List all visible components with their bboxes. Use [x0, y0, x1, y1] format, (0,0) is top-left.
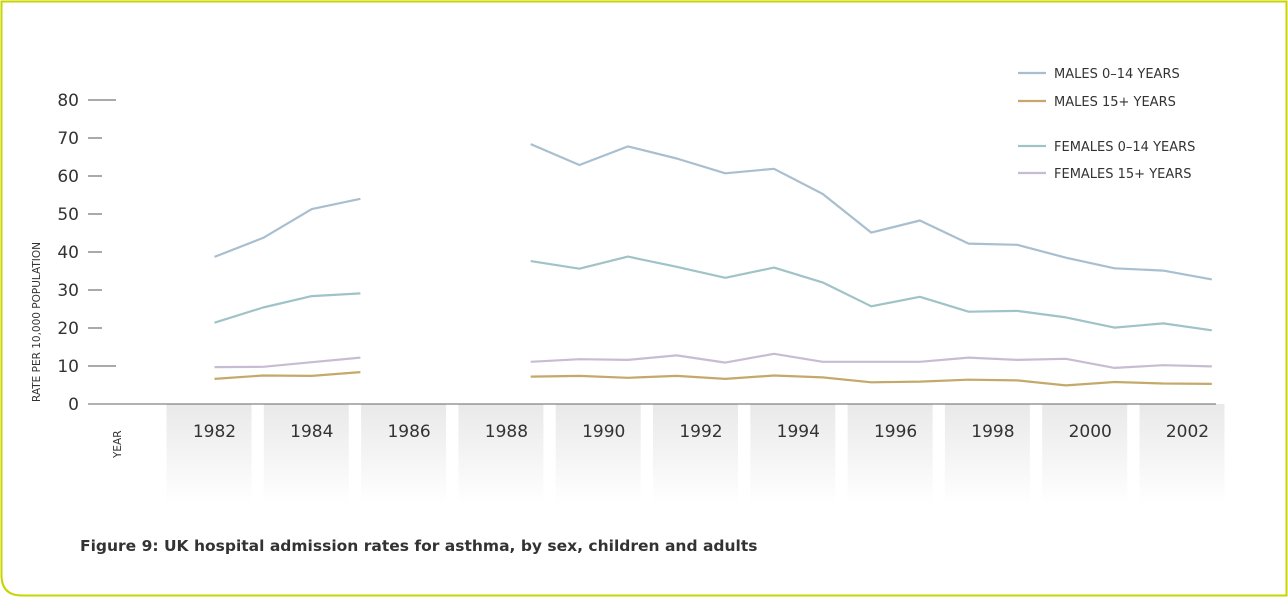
- x-tick-label: 1990: [582, 422, 625, 442]
- series-lines: [214, 143, 1212, 387]
- year-band: [847, 404, 933, 504]
- series-line-males-15-plus: [214, 371, 361, 380]
- y-tick-label: 50: [57, 205, 79, 225]
- year-bands: [166, 404, 1225, 504]
- year-band: [1042, 404, 1128, 504]
- y-tick-label: 60: [57, 167, 79, 187]
- x-tick-label: 1998: [971, 422, 1014, 442]
- series-line-females-15-plus: [530, 352, 1212, 369]
- legend-label: FEMALES 0–14 YEARS: [1054, 140, 1195, 155]
- year-band: [750, 404, 836, 504]
- year-band: [555, 404, 641, 504]
- legend-label: MALES 15+ YEARS: [1054, 95, 1176, 110]
- y-axis-label: RATE PER 10,000 POPULATION: [31, 242, 43, 402]
- y-tick-label: 70: [57, 129, 79, 149]
- legend-label: MALES 0–14 YEARS: [1054, 67, 1180, 82]
- series-line-females-0-14: [214, 292, 361, 324]
- y-tick-label: 20: [57, 319, 79, 339]
- series-line-males-0-14: [530, 143, 1212, 281]
- year-band: [166, 404, 252, 504]
- year-band: [653, 404, 738, 504]
- y-tick-label: 40: [57, 243, 79, 263]
- y-tick-label: 30: [57, 281, 79, 301]
- x-axis-label: YEAR: [112, 430, 124, 459]
- x-tick-label: 1988: [485, 422, 528, 442]
- series-line-males-15-plus: [530, 374, 1212, 387]
- x-tick-label: 1994: [777, 422, 820, 442]
- year-band: [361, 404, 447, 504]
- year-band: [944, 404, 1030, 504]
- series-line-females-0-14: [530, 255, 1212, 332]
- legend-label: FEMALES 15+ YEARS: [1054, 167, 1192, 182]
- series-line-females-15-plus: [214, 356, 361, 369]
- y-tick-label: 0: [68, 395, 79, 415]
- series-line-males-0-14: [214, 197, 361, 258]
- x-tick-label: 1982: [193, 422, 236, 442]
- x-tick-label: 1992: [679, 422, 722, 442]
- y-axis: 0 10 20 30 40 50 60 70 80: [57, 91, 116, 415]
- legend: MALES 0–14 YEARS MALES 15+ YEARS FEMALES 0…: [1018, 67, 1195, 182]
- x-tick-label: 2000: [1069, 422, 1112, 442]
- year-band: [1139, 404, 1225, 504]
- year-band: [458, 404, 544, 504]
- y-tick-label: 80: [57, 91, 79, 111]
- y-tick-label: 10: [57, 357, 79, 377]
- x-tick-label: 1986: [387, 422, 430, 442]
- x-tick-label: 1984: [290, 422, 333, 442]
- x-axis: 1982 1984 1986 1988 1990 1992 1994 1996 1998 2000…: [88, 403, 1216, 442]
- figure-caption: Figure 9: UK hospital admission rates fo…: [80, 537, 758, 555]
- year-band: [263, 404, 349, 504]
- x-tick-label: 2002: [1166, 422, 1209, 442]
- x-tick-label: 1996: [874, 422, 917, 442]
